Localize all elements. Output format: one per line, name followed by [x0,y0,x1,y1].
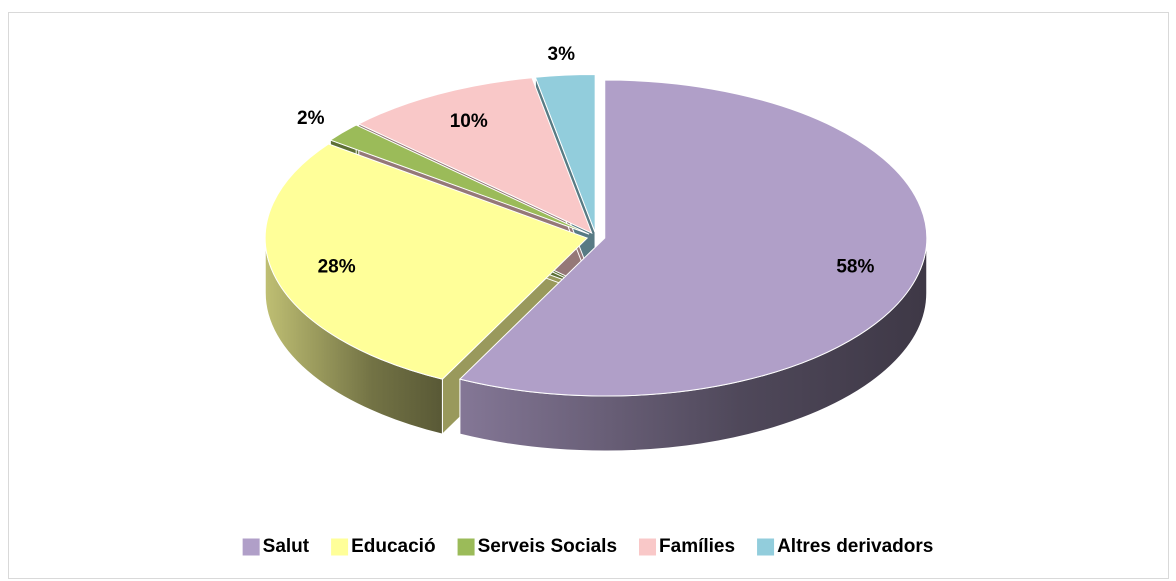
legend-swatch [457,538,475,556]
slice [264,143,589,380]
legend-swatch [242,538,260,556]
legend-label: Altres derivadors [777,536,933,557]
legend-swatch [331,538,349,556]
data-label: 2% [297,108,325,129]
data-label: 28% [318,256,356,277]
legend-swatch [757,538,775,556]
slice [534,74,596,233]
legend-label: Famílies [659,536,735,557]
legend-label: Serveis Socials [478,536,617,557]
data-label: 3% [548,44,576,65]
legend-label: Salut [263,536,310,557]
legend-label: Educació [351,536,435,557]
slice [458,79,928,397]
slice [329,124,590,235]
data-label: 58% [836,256,874,277]
data-label: 10% [450,111,488,132]
legend-swatch [639,538,657,556]
slice [357,77,593,235]
